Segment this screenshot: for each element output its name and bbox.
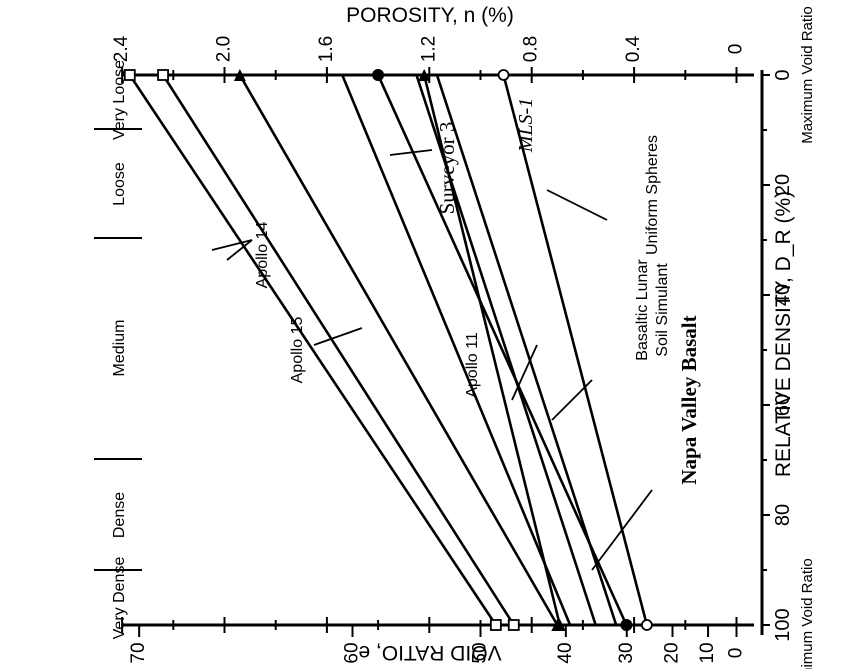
void-tick-label-0: 0 <box>726 44 747 55</box>
density-tick-label-20: 20 <box>772 174 794 196</box>
label-uniform: Uniform Spheres <box>644 135 661 255</box>
series-line-3 <box>341 74 572 626</box>
void-ratio-axis-label: VOID RATIO, e <box>358 641 501 664</box>
relative-density-axis-label: RELATIVE DENSITY, D_R (%) <box>772 191 795 477</box>
series-line-0 <box>128 74 497 626</box>
max-void-label: Maximum Void Ratio <box>799 6 816 144</box>
porosity-tick-label-50: 50 <box>470 642 491 663</box>
label-basaltic-1: Basaltic Lunar <box>634 259 651 361</box>
series-line-8 <box>502 74 649 626</box>
porosity-axis-label: POROSITY, n (%) <box>346 4 514 27</box>
void-tick-label-1.2: 1.2 <box>418 36 439 62</box>
band-very-loose: Very Loose <box>111 60 128 140</box>
label-apollo14: Apollo 14 <box>254 222 271 289</box>
void-tick-label-2.0: 2.0 <box>214 36 235 62</box>
label-apollo11: Apollo 11 <box>464 332 481 398</box>
porosity-tick-label-40: 40 <box>555 642 576 663</box>
series-marker-0-1 <box>489 619 502 631</box>
napa-leader <box>591 489 653 571</box>
porosity-ticks: 70 60 50 40 30 20 10 0 <box>128 625 747 664</box>
label-surveyor3: Surveyor 3 <box>435 122 459 215</box>
series-line-2 <box>238 74 559 626</box>
density-tick-label-80: 80 <box>772 504 794 526</box>
band-medium: Medium <box>111 320 128 377</box>
porosity-tick-label-10: 10 <box>697 642 718 663</box>
relative-density-ticks: 0 20 40 60 80 100 <box>762 69 794 642</box>
series-line-7 <box>435 74 618 626</box>
apollo15-leader <box>313 327 363 346</box>
series-line-6 <box>415 74 597 626</box>
porosity-tick-label-20: 20 <box>662 642 683 663</box>
series-marker-0-0 <box>123 69 136 81</box>
series-marker-1-0 <box>157 69 169 81</box>
void-tick-label-0.4: 0.4 <box>623 35 644 62</box>
series-marker-5-1 <box>553 619 566 631</box>
uniform-leader <box>546 189 608 221</box>
apollo14-leader-2 <box>211 239 253 251</box>
label-mls1: MLS-1 <box>515 98 537 153</box>
apollo11-leader <box>511 344 538 401</box>
density-tick-label-60: 60 <box>772 394 794 416</box>
series-line-1 <box>161 74 515 626</box>
label-basaltic-2: Soil Simulant <box>654 263 671 357</box>
density-tick-label-100: 100 <box>772 608 794 641</box>
porosity-tick-label-70: 70 <box>128 642 149 663</box>
void-ratio-ticks-left: 0 0.4 0.8 1.2 1.6 2.0 2.4 <box>111 35 747 83</box>
series-annotations: Apollo 14 Apollo 15 Surveyor 3 MLS-1 Apo… <box>254 98 701 485</box>
porosity-tick-label-60: 60 <box>342 642 363 663</box>
density-tick-label-0: 0 <box>772 69 794 80</box>
series-markers <box>123 69 653 631</box>
min-void-label: Minimum Void Ratio <box>799 558 816 669</box>
series-marker-8-0 <box>497 69 510 81</box>
density-tick-label-40: 40 <box>772 284 794 306</box>
porosity-tick-label-30: 30 <box>616 642 637 663</box>
series-lines <box>128 74 649 626</box>
series-marker-5-0 <box>418 69 431 81</box>
band-loose: Loose <box>111 162 128 206</box>
series-marker-8-1 <box>641 619 653 631</box>
density-band-row: Very Loose Loose Medium Dense Very Dense <box>94 60 142 639</box>
porosity-tick-label-0: 0 <box>726 648 747 659</box>
series-marker-2-0 <box>233 69 246 81</box>
apollo14-leader-1 <box>226 239 253 261</box>
leader-lines <box>211 149 653 571</box>
void-tick-label-1.6: 1.6 <box>316 36 337 62</box>
void-tick-label-0.8: 0.8 <box>521 36 542 62</box>
series-marker-4-1 <box>620 619 633 631</box>
label-napa: Napa Valley Basalt <box>677 315 701 484</box>
end-labels: Maximum Void Ratio Minimum Void Ratio <box>799 6 816 669</box>
band-very-dense: Very Dense <box>111 557 128 640</box>
series-marker-1-1 <box>507 619 520 631</box>
surveyor3-leader <box>389 149 433 156</box>
label-apollo15: Apollo 15 <box>289 317 306 384</box>
band-dense: Dense <box>111 492 128 538</box>
series-marker-4-0 <box>372 69 385 81</box>
basaltic-leader <box>551 379 593 421</box>
void-ratio-ticks-right <box>121 617 738 633</box>
void-tick-label-2.4: 2.4 <box>111 35 132 62</box>
